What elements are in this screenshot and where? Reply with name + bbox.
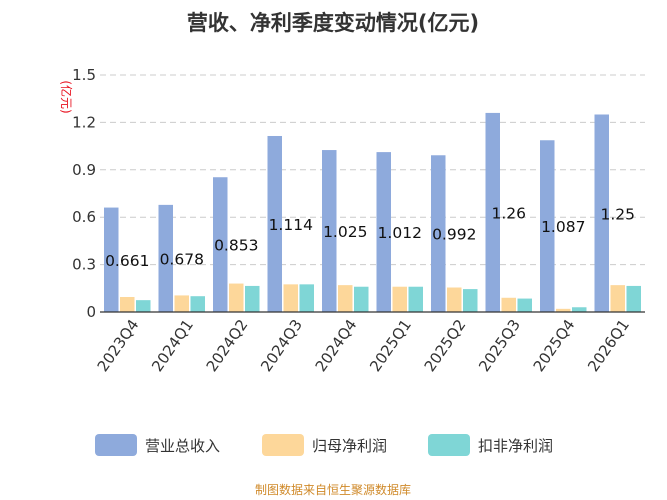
legend-label: 归母净利润	[312, 437, 387, 455]
bar	[610, 285, 625, 312]
bar	[283, 284, 298, 312]
bar	[104, 207, 119, 312]
y-axis-label: (亿元)	[59, 80, 74, 113]
bar	[338, 285, 353, 312]
y-tick-label: 0.9	[72, 161, 96, 179]
x-tick-label: 2025Q4	[530, 316, 579, 375]
data-label: 1.26	[491, 204, 526, 222]
legend-label: 扣非净利润	[478, 437, 553, 455]
bar	[594, 114, 609, 312]
data-label: 0.678	[160, 250, 204, 268]
x-axis-ticks: 2023Q4 2024Q1 2024Q2 2024Q3 2024Q4 2025Q1 2025…	[94, 316, 633, 375]
data-labels: 0.661 0.678 0.853 1.114 1.025 1.012 0.992 1.26 1…	[105, 204, 635, 269]
bar	[447, 287, 462, 312]
bar	[136, 300, 151, 312]
legend: 营业总收入 归母净利润 扣非净利润	[95, 434, 553, 456]
source-note: 制图数据来自恒生聚源数据库	[255, 482, 411, 497]
data-label: 1.012	[378, 224, 422, 242]
bar	[501, 297, 516, 312]
bar	[322, 150, 337, 312]
bar	[174, 295, 189, 312]
bar	[540, 140, 555, 312]
bars	[104, 112, 641, 312]
bar	[158, 204, 173, 312]
bar	[431, 155, 446, 312]
bar	[463, 289, 478, 312]
bar	[354, 286, 369, 312]
bar	[572, 307, 587, 312]
x-tick-label: 2026Q1	[584, 316, 633, 375]
y-tick-label: 0.3	[72, 256, 96, 274]
bar	[408, 286, 423, 312]
x-tick-label: 2024Q4	[312, 316, 361, 375]
x-tick-label: 2025Q1	[366, 316, 415, 375]
data-label: 1.25	[600, 205, 635, 223]
x-tick-label: 2025Q2	[421, 316, 470, 375]
bar	[213, 177, 228, 312]
bar	[190, 296, 205, 312]
x-tick-label: 2024Q2	[203, 316, 252, 375]
x-tick-label: 2025Q3	[475, 316, 524, 375]
y-tick-label: 0	[86, 303, 96, 321]
legend-label: 营业总收入	[145, 437, 220, 455]
y-tick-label: 0.6	[72, 208, 96, 226]
grid-lines	[100, 74, 645, 266]
bar	[517, 298, 532, 312]
bar	[485, 112, 500, 312]
bar	[376, 152, 391, 312]
y-tick-label: 1.5	[72, 66, 96, 84]
bar	[120, 296, 135, 312]
y-axis-ticks: 0 0.3 0.6 0.9 1.2 1.5	[72, 66, 96, 321]
data-label: 1.114	[269, 216, 313, 234]
bar	[626, 285, 641, 312]
legend-swatch	[95, 434, 137, 456]
y-tick-label: 1.2	[72, 113, 96, 131]
bar	[299, 284, 314, 312]
legend-swatch	[262, 434, 304, 456]
data-label: 0.661	[105, 252, 149, 270]
data-label: 1.087	[541, 218, 585, 236]
legend-swatch	[428, 434, 470, 456]
x-tick-label: 2024Q1	[148, 316, 197, 375]
data-label: 0.853	[214, 237, 258, 255]
bar	[392, 286, 407, 312]
bar	[556, 308, 571, 312]
x-tick-label: 2023Q4	[94, 316, 143, 375]
x-tick-label: 2024Q3	[257, 316, 306, 375]
bar	[229, 283, 244, 312]
bar	[267, 135, 282, 312]
data-label: 1.025	[323, 223, 367, 241]
data-label: 0.992	[432, 226, 476, 244]
bar	[245, 285, 260, 312]
chart-title: 营收、净利季度变动情况(亿元)	[187, 11, 479, 35]
